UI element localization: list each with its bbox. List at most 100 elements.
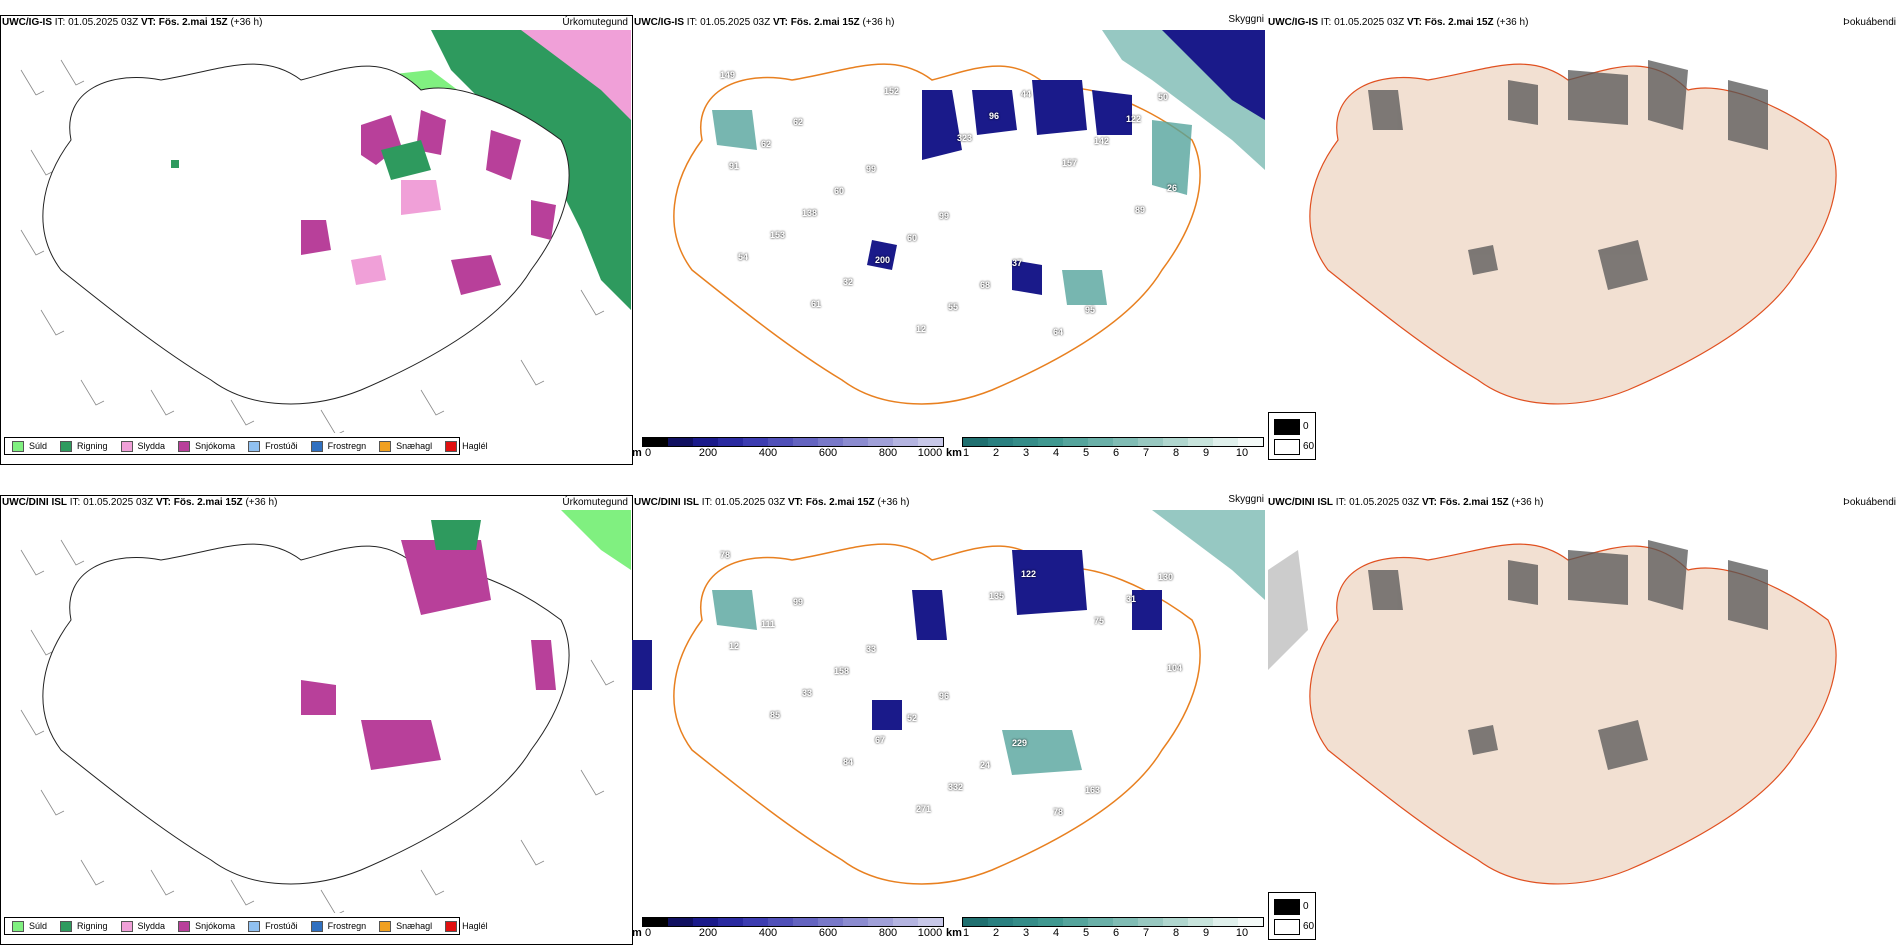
cloud-base-number: 142 (1094, 136, 1110, 146)
cloud-base-number: 99 (866, 164, 877, 174)
fog-land (1309, 543, 1837, 885)
cloud-base-number: 158 (834, 666, 850, 676)
cloud-base-number: 50 (1158, 92, 1169, 102)
cloud-base-number: 64 (1053, 327, 1064, 337)
cloud-base-number: 111 (761, 619, 776, 629)
rain-areas (431, 520, 481, 550)
fog-light-swatch (1274, 439, 1300, 455)
panel-title-fog-1: UWC/IG-IS IT: 01.05.2025 03Z VT: Fös. 2.… (1268, 17, 1529, 28)
drizzle-area (561, 510, 631, 570)
cloud-base-colorbar-2: m 0 200 400 600 800 1000 (632, 917, 944, 941)
cloud-base-number: 60 (834, 186, 845, 196)
panel-title-cloud-2: UWC/DINI ISL IT: 01.05.2025 03Z VT: Fös.… (634, 497, 910, 508)
visibility-colorbar-2: km 1 2 3 4 5 6 7 8 9 10 (946, 917, 1266, 941)
cloud-base-number: 122 (1126, 114, 1142, 124)
cloud-base-number: 33 (802, 688, 813, 698)
precip-map-1[interactable] (1, 30, 631, 433)
fog-dark-patches (1368, 60, 1768, 290)
fog-map-2[interactable] (1268, 510, 1898, 913)
cloud-base-number: 99 (793, 597, 804, 607)
fog-legend-2: 0 60 (1268, 892, 1316, 940)
road-network (673, 63, 1201, 405)
cloud-base-number: 157 (1062, 158, 1078, 168)
cloud-base-number: 89 (1135, 205, 1146, 215)
cloud-base-strip (642, 437, 944, 447)
fog-dark-swatch (1274, 419, 1300, 435)
fog-dark-swatch (1274, 899, 1300, 915)
cloud-base-number: 323 (957, 133, 973, 143)
cloud-base-number: 152 (884, 86, 900, 96)
low-cloud-edge (632, 640, 652, 690)
precip-legend-2: Súld Rigning Slydda Snjókoma Frostúði Fr… (4, 917, 488, 935)
cloud-base-number: 200 (875, 255, 891, 265)
sleet-areas-inland (351, 180, 441, 285)
cloud-base-number: 96 (939, 691, 950, 701)
panel-name-precip-2: Úrkomutegund (562, 497, 628, 508)
cloud-base-number: 31 (1126, 594, 1137, 604)
cloud-base-number: 122 (1021, 569, 1037, 579)
cloud-base-number: 32 (843, 277, 854, 287)
visibility-cells (712, 110, 1192, 305)
visibility-strip (962, 917, 1264, 927)
rain-areas-inland (171, 140, 431, 180)
cloud-base-number: 135 (989, 591, 1005, 601)
fog-map-1[interactable] (1268, 30, 1898, 433)
fog-land (1309, 63, 1837, 405)
cloud-base-number: 12 (729, 641, 740, 651)
panel-title-precip-1: UWC/IG-IS IT: 01.05.2025 03Z VT: Fös. 2.… (2, 17, 263, 28)
road-network (673, 543, 1201, 885)
fog-light-swatch (1274, 919, 1300, 935)
panel-title-cloud-1: UWC/IG-IS IT: 01.05.2025 03Z VT: Fös. 2.… (634, 17, 895, 28)
cloud-base-number: 104 (1167, 663, 1183, 673)
cloud-map-2[interactable] (632, 510, 1265, 913)
cloud-base-number: 332 (948, 782, 964, 792)
panel-name-fog-2: Þokuábendi (1843, 497, 1896, 508)
panel-title-precip-2: UWC/DINI ISL IT: 01.05.2025 03Z VT: Fös.… (2, 497, 278, 508)
cloud-base-number: 54 (738, 252, 749, 262)
cloud-base-number: 229 (1012, 738, 1028, 748)
cloud-base-number: 149 (720, 70, 736, 80)
precip-legend-1: Súld Rigning Slydda Snjókoma Frostúði Fr… (4, 437, 488, 455)
cloud-base-number: 52 (907, 713, 918, 723)
low-cloud-area (1162, 30, 1265, 120)
cloud-base-strip (642, 917, 944, 927)
cloud-base-number: 84 (843, 757, 854, 767)
cloud-base-number: 153 (770, 230, 786, 240)
cloud-base-number: 60 (907, 233, 918, 243)
panel-name-cloud-2: Skyggni (1228, 494, 1264, 505)
cloud-base-number: 99 (939, 211, 950, 221)
fog-offshore (1268, 550, 1308, 670)
wind-barbs (20, 539, 615, 913)
cloud-base-number: 61 (811, 299, 822, 309)
panel-title-fog-2: UWC/DINI ISL IT: 01.05.2025 03Z VT: Fös.… (1268, 497, 1544, 508)
cloud-base-number: 163 (1085, 785, 1101, 795)
sleet-area (521, 30, 631, 120)
cloud-base-number: 75 (1094, 616, 1105, 626)
panel-name-precip-1: Úrkomutegund (562, 17, 628, 28)
precip-frame-2 (0, 495, 633, 945)
precip-map-2[interactable] (1, 510, 631, 913)
cloud-base-number: 62 (761, 139, 772, 149)
cloud-base-number: 68 (980, 280, 991, 290)
cloud-map-1[interactable] (632, 30, 1265, 433)
panel-name-fog-1: Þokuábendi (1843, 17, 1896, 28)
cloud-base-number: 26 (1167, 183, 1178, 193)
cloud-base-number: 95 (1085, 305, 1096, 315)
panel-name-cloud-1: Skyggni (1228, 14, 1264, 25)
cloud-base-number: 271 (916, 804, 932, 814)
cloud-base-number: 130 (1158, 572, 1174, 582)
cloud-base-number: 12 (916, 324, 927, 334)
cloud-base-number: 44 (1021, 89, 1032, 99)
precip-frame-1 (0, 15, 633, 465)
cloud-base-number: 62 (793, 117, 804, 127)
cloud-base-number: 91 (729, 161, 740, 171)
cloud-base-number: 85 (770, 710, 781, 720)
cloud-base-number: 33 (866, 644, 877, 654)
visibility-colorbar-1: km 1 2 3 4 5 6 7 8 9 10 (946, 437, 1266, 461)
fog-legend-1: 0 60 (1268, 412, 1316, 460)
cloud-base-number: 78 (720, 550, 731, 560)
cloud-base-number: 24 (980, 760, 991, 770)
cloud-base-number: 55 (948, 302, 959, 312)
visibility-cells (712, 590, 1082, 775)
fog-dark-patches (1368, 540, 1768, 770)
